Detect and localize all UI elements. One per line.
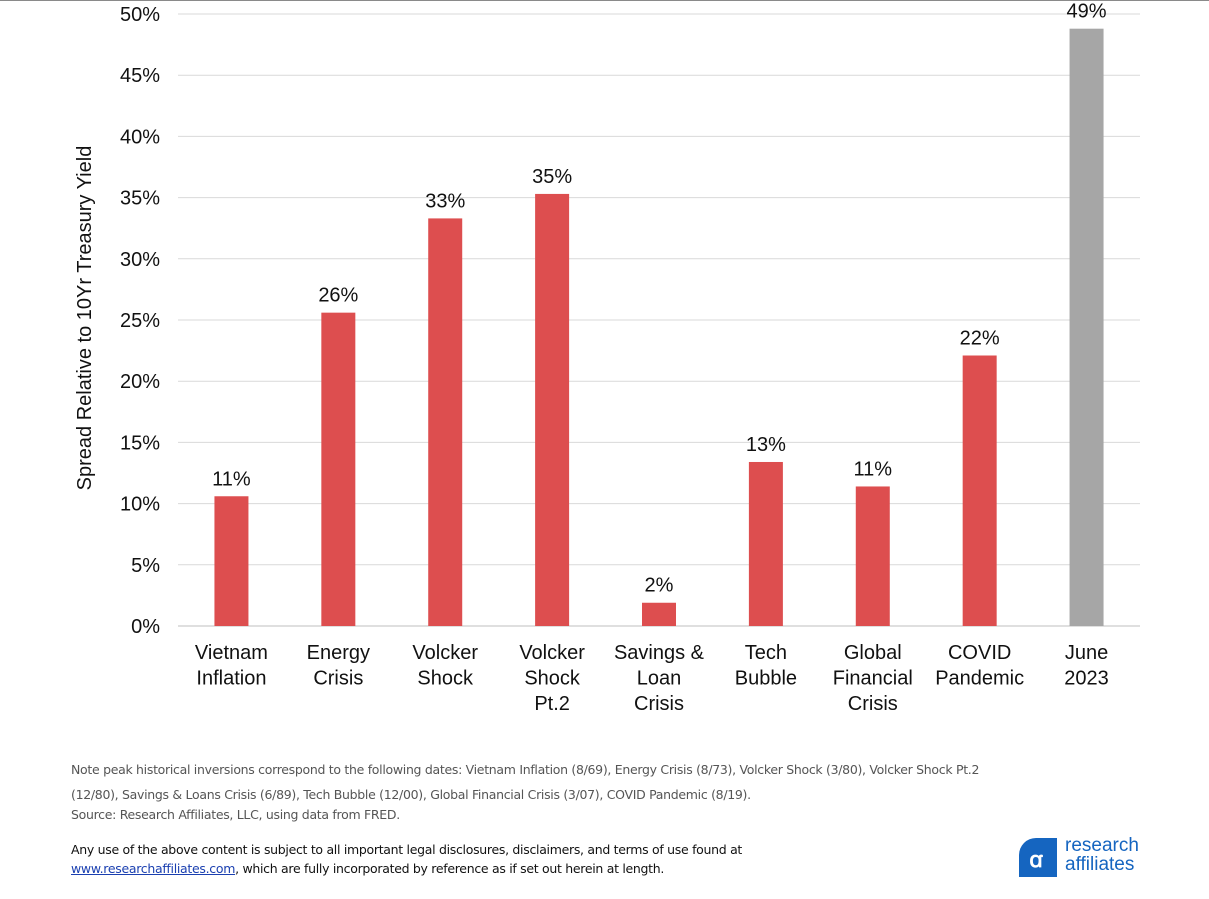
logo-line-2: affiliates bbox=[1065, 854, 1135, 875]
legal-suffix: , which are fully incorporated by refere… bbox=[235, 861, 665, 876]
bar bbox=[855, 486, 890, 626]
y-axis-label: Spread Relative to 10Yr Treasury Yield bbox=[74, 146, 96, 491]
legal-prefix: Any use of the above content is subject … bbox=[71, 842, 743, 857]
y-tick-label: 20% bbox=[120, 371, 160, 393]
y-tick-label: 30% bbox=[120, 249, 160, 271]
category-label: Global Financial Crisis bbox=[833, 642, 913, 715]
category-label: COVID Pandemic bbox=[935, 642, 1024, 690]
y-tick-label: 15% bbox=[120, 432, 160, 454]
top-border bbox=[0, 0, 1209, 1]
category-label: Volcker Shock Pt.2 bbox=[519, 642, 585, 715]
svg-text:ꭤ: ꭤ bbox=[1029, 847, 1043, 872]
bar bbox=[214, 496, 249, 626]
y-axis-ticks: 0% 5% 10% 15% 20% 25% 30% 35% 40% 45% 50% bbox=[120, 4, 160, 638]
bar bbox=[428, 218, 463, 626]
research-affiliates-logo: ꭤ research affiliates bbox=[1013, 829, 1163, 881]
logo-line-1: research bbox=[1065, 835, 1139, 856]
data-label: 22% bbox=[960, 327, 1000, 349]
data-label: 11% bbox=[854, 458, 893, 480]
data-label: 33% bbox=[425, 190, 465, 212]
bar bbox=[748, 461, 783, 626]
bar-chart: 0% 5% 10% 15% 20% 25% 30% 35% 40% 45% 50% 11% 26% 33… bbox=[74, 1, 1140, 715]
data-label: 2% bbox=[645, 575, 674, 597]
bars bbox=[214, 28, 1104, 627]
data-label: 13% bbox=[746, 434, 786, 456]
data-label: 49% bbox=[1067, 1, 1107, 23]
bar bbox=[642, 602, 676, 626]
y-tick-label: 40% bbox=[120, 126, 160, 148]
website-link[interactable]: www.researchaffiliates.com bbox=[71, 861, 236, 876]
y-tick-label: 10% bbox=[120, 494, 160, 516]
category-label: Savings & Loan Crisis bbox=[614, 642, 705, 715]
logo-mark-icon: ꭤ bbox=[1019, 838, 1057, 877]
bar bbox=[962, 355, 997, 626]
data-label: 26% bbox=[318, 285, 358, 307]
y-tick-label: 5% bbox=[131, 555, 160, 577]
data-labels: 11% 26% 33% 35% 2% 13% 11% 22% 49% bbox=[212, 1, 1107, 597]
bar bbox=[535, 193, 570, 627]
y-tick-label: 45% bbox=[120, 65, 160, 87]
category-label: Volcker Shock bbox=[412, 642, 478, 690]
data-label: 11% bbox=[212, 468, 251, 490]
y-tick-label: 25% bbox=[120, 310, 160, 332]
bar bbox=[321, 312, 356, 626]
category-label: Tech Bubble bbox=[735, 642, 797, 690]
source-note: Source: Research Affiliates, LLC, using … bbox=[71, 807, 400, 822]
logo-text: research affiliates bbox=[1065, 836, 1139, 874]
x-axis-categories: Vietnam Inflation Energy Crisis Volcker Shock… bbox=[195, 642, 1109, 715]
y-tick-label: 35% bbox=[120, 188, 160, 210]
category-label: June 2023 bbox=[1064, 642, 1109, 690]
data-label: 35% bbox=[532, 166, 572, 188]
legal-disclaimer: Any use of the above content is subject … bbox=[71, 840, 971, 878]
y-tick-label: 50% bbox=[120, 4, 160, 26]
y-tick-label: 0% bbox=[131, 616, 160, 638]
category-label: Vietnam Inflation bbox=[195, 642, 268, 690]
bar bbox=[1069, 28, 1104, 627]
category-label: Energy Crisis bbox=[307, 642, 370, 690]
footnote: Note peak historical inversions correspo… bbox=[71, 762, 980, 802]
